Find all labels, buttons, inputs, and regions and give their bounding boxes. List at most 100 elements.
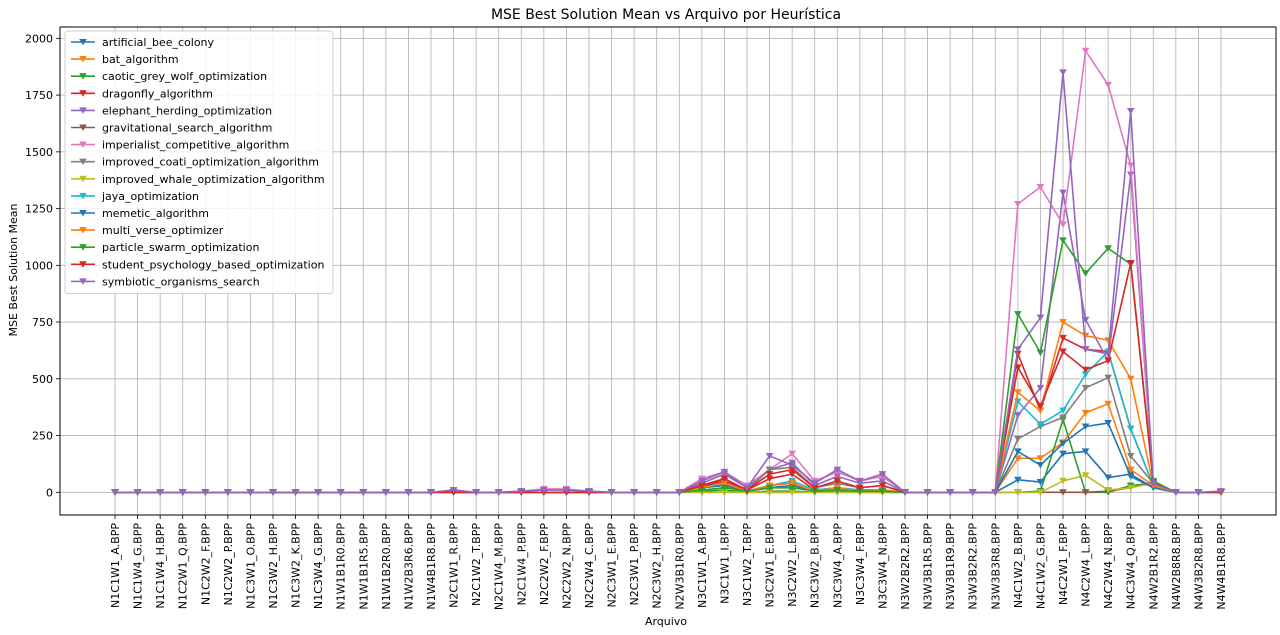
data-point [1126,162,1135,169]
x-tick-label: N2C2W4_C.BPP [583,523,596,609]
data-point [1172,489,1180,496]
data-point [1059,189,1067,197]
data-point [1081,270,1090,277]
data-point [878,482,887,489]
data-point [1014,476,1022,484]
data-point [946,489,954,496]
data-point [1081,366,1090,374]
legend-label: multi_verse_optimizer [102,224,224,237]
legend-item: elephant_herding_optimization [71,104,272,117]
data-point [1059,237,1067,244]
x-tick-label: N1C1W4_G.BPP [132,523,145,609]
x-tick-label: N3W2B2R2.BPP [899,523,912,610]
data-point [765,489,774,496]
legend-item: student_psychology_based_optimization [71,258,324,271]
data-point [404,489,413,496]
data-point [1014,412,1022,419]
x-tick-label: N3W3B2R2.BPP [967,523,980,610]
legend-label: bat_algorithm [102,53,179,66]
x-tick-label: N4W2B8R8.BPP [1170,523,1183,610]
data-point [833,473,842,480]
data-point [1104,350,1112,358]
x-tick-label: N3C1W2_T.BPP [741,523,754,606]
data-point [472,489,480,496]
x-tick-label: N2C1W2_T.BPP [470,523,483,606]
data-point [1081,448,1090,455]
x-tick-label: N2C3W1_P.BPP [628,523,641,606]
data-point [1194,489,1203,496]
data-point [1126,375,1135,383]
data-point [133,489,142,496]
data-point [1059,319,1067,326]
x-tick-label: N4C2W4_N.BPP [1102,523,1115,609]
data-point [291,489,300,496]
y-axis: 0 250 500 750 1000 1250 1500 1750 2000 [25,32,60,499]
data-point [585,488,593,495]
data-point [607,489,616,496]
data-point [201,489,210,496]
legend-item: symbiotic_organisms_search [71,275,260,288]
x-tick-label: N1C1W4_H.BPP [154,523,167,609]
legend-item: caotic_grey_wolf_optimization [71,70,267,83]
data-point [720,489,729,496]
data-point [810,480,819,487]
y-axis-label: MSE Best Solution Mean [7,203,20,336]
legend-item: bat_algorithm [71,53,179,66]
data-point [856,484,864,492]
data-point [1126,484,1135,492]
data-point [878,471,887,478]
x-tick-label: N1W1B1R0.BPP [335,523,348,610]
data-point [1126,466,1135,474]
data-point [1036,349,1045,357]
x-tick-label: N1C2W1_Q.BPP [177,523,190,610]
data-point [224,489,232,496]
legend-marker [79,56,87,63]
legend-item: dragonfly_algorithm [71,87,213,100]
data-point [246,489,255,496]
legend-marker [79,278,87,285]
data-point [1059,450,1067,458]
x-tick-label: N4W3B2R8.BPP [1192,523,1205,610]
x-tick-label: N1W1B1R5.BPP [357,523,370,610]
y-tick-label: 1000 [25,259,53,272]
legend-marker [79,227,87,234]
legend-marker [79,124,87,131]
data-point [698,477,706,485]
x-tick-label: N3C3W4_A.BPP [831,523,844,608]
x-tick-label: N2C2W2_N.BPP [560,523,573,609]
data-point [314,489,322,496]
x-tick-label: N3C1W1_I.BPP [718,523,731,604]
y-tick-label: 1250 [25,203,53,216]
legend-item: imperialist_competitive_algorithm [71,139,289,152]
legend-item: gravitational_search_algorithm [71,122,272,135]
x-tick-label: N3C3W4_N.BPP [876,523,889,609]
x-axis: N1C1W1_A.BPP N1C1W4_G.BPP N1C1W4_H.BPP N1C2… [109,515,1228,610]
legend: artificial_bee_colony bat_algorithmcaotic… [64,30,334,294]
data-point [1014,455,1022,462]
data-point [1036,403,1045,410]
legend-marker [79,90,87,97]
legend-marker [79,209,87,217]
x-axis-label: Arquivo [645,615,687,628]
data-point [1036,479,1045,486]
data-point [743,484,751,492]
data-point [720,475,729,483]
x-tick-label: N1C3W1_O.BPP [244,523,257,609]
legend-label: elephant_herding_optimization [102,104,272,117]
legend-marker [79,73,87,80]
x-tick-label: N1C2W2_F.BPP [199,523,212,606]
data-point [765,466,774,474]
data-point [269,489,277,496]
legend-box [64,30,334,294]
series-group [111,47,1225,496]
y-tick-label: 1500 [25,146,53,159]
data-point [901,489,909,496]
x-tick-label: N3C2W1_E.BPP [764,523,777,608]
data-point [1126,260,1135,267]
data-point [1014,311,1022,318]
legend-label: jaya_optimization [101,190,199,203]
legend-marker [79,107,87,114]
data-point [494,489,503,496]
legend-label: particle_swarm_optimization [102,241,259,254]
data-point [1036,462,1045,469]
